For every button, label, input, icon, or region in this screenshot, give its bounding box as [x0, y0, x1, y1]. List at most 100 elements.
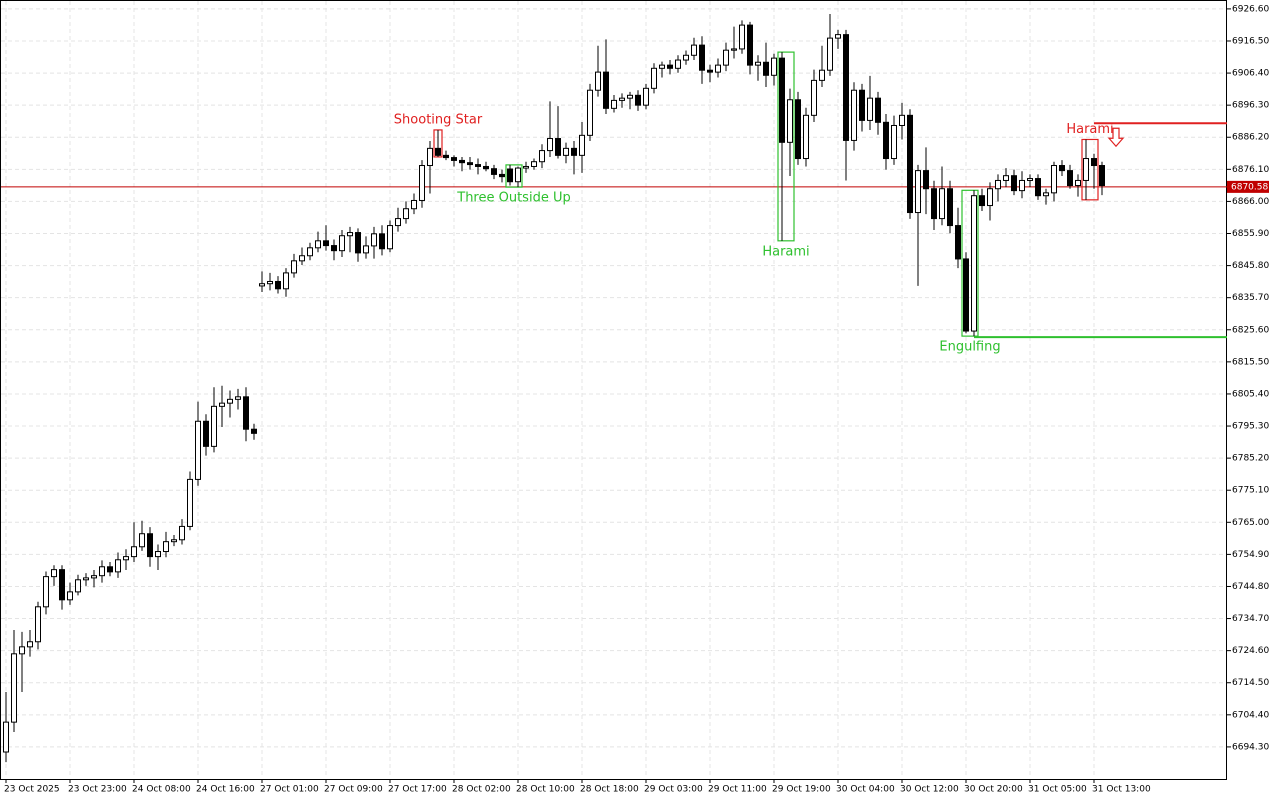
candle-body: [83, 577, 89, 581]
y-tick-label: 6866.00: [1232, 197, 1269, 207]
x-tick-label: 30 Oct 04:00: [836, 785, 895, 795]
candle-body: [131, 546, 137, 558]
candle-body: [963, 258, 969, 332]
candle-body: [411, 199, 417, 210]
candle-body: [579, 134, 585, 156]
candle-body: [219, 402, 225, 407]
candle-body: [1043, 192, 1049, 197]
x-tick-label: 27 Oct 09:00: [324, 785, 383, 795]
candle-body: [851, 89, 857, 141]
candle-body: [259, 283, 265, 287]
candle-body: [35, 606, 41, 643]
candle-body: [523, 165, 529, 169]
candle-body: [155, 551, 161, 558]
x-tick-label: 24 Oct 08:00: [132, 785, 191, 795]
candle-body: [603, 71, 609, 109]
pattern-box: [961, 189, 979, 337]
x-tick-label: 28 Oct 10:00: [516, 785, 575, 795]
x-tick-label: 31 Oct 05:00: [1028, 785, 1087, 795]
current-price-tag: [1227, 180, 1269, 193]
x-tick-label: 29 Oct 03:00: [644, 785, 703, 795]
candle-body: [715, 64, 721, 73]
candle-body: [683, 54, 689, 61]
candle-body: [443, 154, 449, 159]
x-tick-label: 30 Oct 12:00: [900, 785, 959, 795]
candle-body: [827, 37, 833, 71]
y-tick-label: 6704.40: [1232, 710, 1269, 720]
candle-body: [819, 69, 825, 81]
candle-body: [371, 233, 377, 247]
candle-body: [611, 99, 617, 109]
candle-body: [1011, 175, 1017, 192]
candle-body: [667, 64, 673, 69]
candle-body: [19, 646, 25, 655]
candle-body: [1091, 158, 1097, 167]
x-tick-label: 27 Oct 01:00: [260, 785, 319, 795]
candle-body: [675, 59, 681, 69]
candle-body: [59, 569, 65, 601]
candle-body: [571, 147, 577, 156]
candle-body: [1099, 165, 1105, 187]
pattern-label: Three Outside Up: [456, 191, 570, 206]
pattern-label: Harami: [1066, 122, 1113, 137]
candle-body: [387, 225, 393, 250]
y-tick-label: 6896.30: [1232, 101, 1269, 111]
y-tick-label: 6916.50: [1232, 36, 1269, 46]
candle-body: [931, 188, 937, 220]
candle-body: [531, 161, 537, 167]
candle-body: [563, 147, 569, 156]
x-tick-label: 30 Oct 20:00: [964, 785, 1023, 795]
y-tick-label: 6906.40: [1232, 69, 1269, 79]
candle-body: [275, 280, 281, 290]
y-tick-label: 6694.30: [1232, 742, 1269, 752]
candle-body: [771, 57, 777, 76]
pattern-label: Shooting Star: [394, 112, 483, 127]
candle-body: [555, 138, 561, 156]
candle-body: [403, 208, 409, 220]
candle-body: [91, 575, 97, 579]
candle-body: [987, 188, 993, 207]
candle-body: [507, 168, 513, 183]
y-tick-label: 6855.90: [1232, 229, 1269, 239]
candle-body: [451, 157, 457, 161]
x-tick-label: 24 Oct 16:00: [196, 785, 255, 795]
candle-body: [363, 245, 369, 254]
candle-body: [419, 165, 425, 201]
candle-body: [435, 147, 441, 156]
x-tick-label: 27 Oct 17:00: [388, 785, 447, 795]
current-price-label: 6870.58: [1231, 182, 1268, 192]
candle-body: [483, 165, 489, 170]
candle-body: [955, 225, 961, 260]
candle-body: [979, 195, 985, 207]
candle-body: [195, 420, 201, 480]
candle-body: [939, 188, 945, 220]
candle-body: [379, 233, 385, 250]
candle-body: [323, 240, 329, 247]
candle-body: [211, 405, 217, 447]
candle-body: [843, 34, 849, 141]
candle-body: [187, 478, 193, 527]
y-tick-label: 6744.80: [1232, 582, 1269, 592]
candle-body: [779, 57, 785, 143]
x-tick-label: 28 Oct 18:00: [580, 785, 639, 795]
candle-body: [331, 245, 337, 252]
candle-body: [971, 195, 977, 332]
candle-body: [899, 114, 905, 126]
candle-body: [139, 533, 145, 548]
candle-body: [251, 428, 257, 434]
candle-body: [499, 173, 505, 178]
candle-body: [107, 566, 113, 573]
candle-body: [283, 272, 289, 290]
candle-body: [395, 218, 401, 227]
candle-body: [43, 576, 49, 608]
candle-body: [1035, 178, 1041, 197]
sell-arrow: [1107, 127, 1125, 148]
candle-body: [267, 280, 273, 285]
x-tick-label: 23 Oct 2025: [4, 785, 60, 795]
candle-body: [723, 49, 729, 66]
candle-body: [651, 67, 657, 89]
candle-body: [699, 44, 705, 71]
candle-body: [11, 653, 17, 723]
x-tick-label: 29 Oct 11:00: [708, 785, 767, 795]
